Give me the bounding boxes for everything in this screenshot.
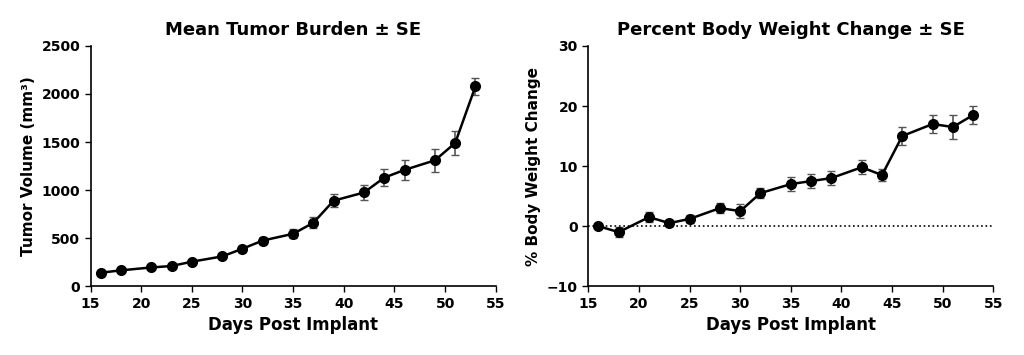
Y-axis label: Tumor Volume (mm³): Tumor Volume (mm³) <box>20 76 36 256</box>
X-axis label: Days Post Implant: Days Post Implant <box>208 316 378 334</box>
Title: Percent Body Weight Change ± SE: Percent Body Weight Change ± SE <box>616 21 965 39</box>
X-axis label: Days Post Implant: Days Post Implant <box>706 316 876 334</box>
Title: Mean Tumor Burden ± SE: Mean Tumor Burden ± SE <box>165 21 421 39</box>
Y-axis label: % Body Weight Change: % Body Weight Change <box>526 67 542 266</box>
